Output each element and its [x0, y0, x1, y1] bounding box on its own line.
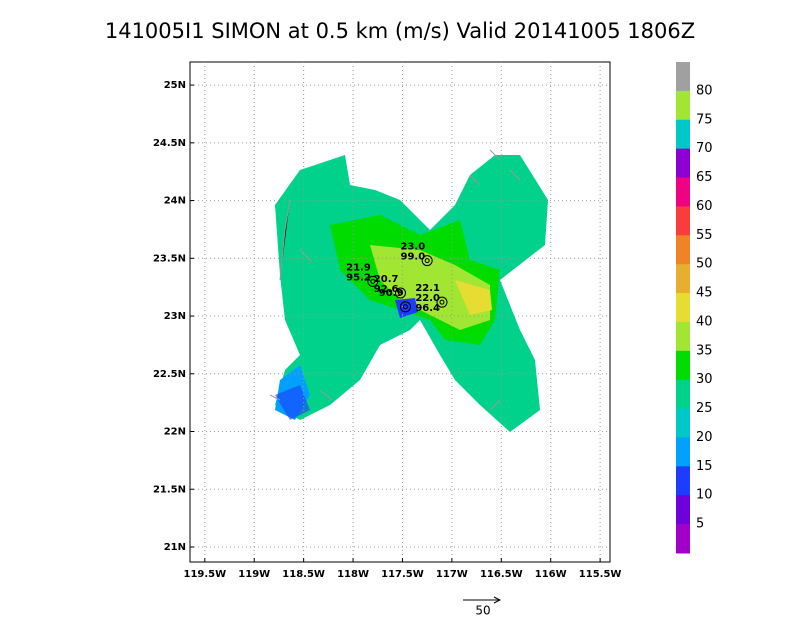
- colorbar-label: 5: [696, 517, 704, 532]
- center-marker-inner: [397, 290, 403, 296]
- colorbar-band: [676, 235, 690, 265]
- colorbar-label: 20: [696, 430, 713, 445]
- colorbar-label: 50: [696, 257, 713, 272]
- center-marker: [394, 287, 406, 299]
- colorbar-band: [676, 62, 690, 92]
- plot-frame: [189, 61, 611, 563]
- y-tick-label: 24N: [164, 196, 186, 207]
- x-tick-label: 115.5W: [579, 569, 622, 580]
- colorbar-band: [676, 119, 690, 150]
- x-tick-label: 118.5W: [282, 569, 325, 580]
- center-marker-inner: [402, 304, 408, 310]
- colorbar-label: 45: [696, 286, 713, 301]
- y-tick-label: 23N: [164, 311, 186, 322]
- annotation: 95.2: [346, 272, 371, 283]
- colorbar-band: [676, 206, 690, 236]
- colorbar-label: 65: [696, 170, 713, 185]
- x-tick-label: 119.5W: [183, 569, 226, 580]
- annotation: 20.7: [374, 274, 399, 285]
- colorbar-label: 80: [696, 83, 713, 98]
- colorbar-band: [676, 524, 690, 554]
- colorbar-label: 40: [696, 314, 713, 329]
- colorbar-band: [676, 379, 690, 410]
- annotation: 21.9: [346, 262, 371, 273]
- x-tick-label: 117.5W: [381, 569, 424, 580]
- y-tick-label: 21.5N: [153, 484, 186, 495]
- center-marker: [421, 255, 433, 267]
- annotation: 22.1: [415, 283, 440, 294]
- annotation: 92.6: [374, 284, 399, 295]
- colorbar-label: 60: [696, 199, 713, 214]
- colorbar-label: 30: [696, 372, 713, 387]
- y-tick-label: 22.5N: [153, 369, 186, 380]
- colorbar-band: [676, 495, 690, 525]
- x-tick-label: 119W: [238, 569, 270, 580]
- center-marker-inner: [424, 258, 430, 264]
- colorbar-band: [676, 293, 690, 323]
- annotation: 96.4: [415, 303, 440, 314]
- colorbar-label: 10: [696, 488, 713, 503]
- center-marker: [367, 275, 379, 287]
- colorbar-label: 75: [696, 112, 713, 127]
- center-marker-inner: [370, 278, 376, 284]
- center-marker-inner: [439, 299, 445, 305]
- colorbar-label: 35: [696, 343, 713, 358]
- colorbar-band: [676, 177, 690, 207]
- colorbar-band: [676, 437, 690, 467]
- x-tick-label: 117W: [436, 569, 468, 580]
- center-marker: [399, 301, 411, 313]
- annotation: 90.9: [379, 288, 404, 299]
- x-tick-label: 116W: [535, 569, 567, 580]
- colorbar-label: 70: [696, 141, 713, 156]
- annotation: 23.0: [400, 242, 425, 253]
- wind-field: [269, 149, 548, 432]
- colorbar-band: [676, 148, 690, 179]
- colorbar-band: [676, 264, 690, 294]
- annotation: 22.0: [415, 293, 440, 304]
- y-tick-label: 23.5N: [153, 253, 186, 264]
- colorbar-band: [676, 321, 690, 352]
- colorbar-label: 55: [696, 228, 713, 243]
- x-tick-label: 118W: [337, 569, 369, 580]
- center-marker: [436, 296, 448, 308]
- title: 141005I1 SIMON at 0.5 km (m/s) Valid 201…: [105, 19, 695, 43]
- y-tick-label: 22N: [164, 427, 186, 438]
- colorbar-band: [676, 90, 690, 121]
- annotation: 99.0: [400, 252, 425, 263]
- colorbar-band: [676, 466, 690, 496]
- x-tick-label: 116.5W: [480, 569, 523, 580]
- colorbar-label: 25: [696, 401, 713, 416]
- colorbar-label: 15: [696, 459, 713, 474]
- y-tick-label: 25N: [164, 80, 186, 91]
- scale-arrow-head: [493, 596, 502, 604]
- colorbar-band: [676, 408, 690, 438]
- scale-label: 50: [475, 604, 490, 618]
- colorbar-band: [676, 350, 690, 381]
- y-tick-label: 24.5N: [153, 138, 186, 149]
- y-tick-label: 21N: [164, 542, 186, 553]
